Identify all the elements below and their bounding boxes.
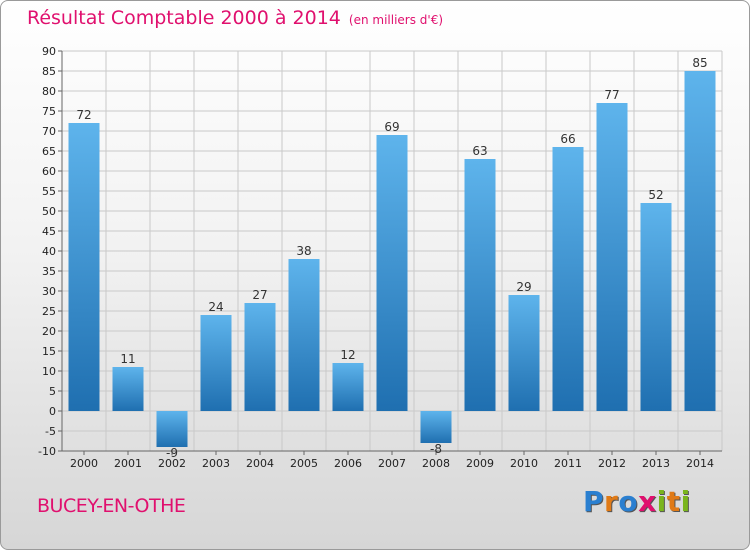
chart-title-text: Résultat Comptable 2000 à 2014	[27, 7, 341, 29]
bar-2000	[68, 123, 100, 411]
bar-2003	[200, 315, 232, 411]
x-tick-label: 2008	[422, 457, 450, 470]
y-tick-label: 5	[49, 385, 56, 398]
value-label: 72	[76, 108, 91, 122]
bar-2014	[684, 71, 716, 411]
x-tick-label: 2002	[158, 457, 186, 470]
x-tick-label: 2004	[246, 457, 274, 470]
value-label: -8	[430, 442, 442, 456]
x-tick-label: 2011	[554, 457, 582, 470]
bar-2004	[244, 303, 276, 411]
value-label: 11	[120, 352, 135, 366]
bar-2007	[376, 135, 408, 411]
bar-2012	[596, 103, 628, 411]
y-tick-label: 10	[42, 365, 56, 378]
bar-2002	[156, 411, 188, 447]
y-tick-label: 55	[42, 185, 56, 198]
y-tick-label: 80	[42, 85, 56, 98]
bar-2013	[640, 203, 672, 411]
bar-2006	[332, 363, 364, 411]
y-tick-label: 65	[42, 145, 56, 158]
y-tick-label: -5	[45, 425, 56, 438]
y-tick-label: 75	[42, 105, 56, 118]
y-tick-label: 35	[42, 265, 56, 278]
bar-2005	[288, 259, 320, 411]
logo-letter: t	[666, 485, 681, 518]
x-tick-label: 2009	[466, 457, 494, 470]
value-label: 27	[252, 288, 267, 302]
x-tick-label: 2000	[70, 457, 98, 470]
x-tick-label: 2014	[686, 457, 714, 470]
logo-letter: r	[604, 485, 619, 518]
data-labels: 72 11 -9 24 27 38 12 69 -8 63 29 66 77 52 85	[76, 56, 707, 460]
proxiti-logo: Proxiti	[583, 485, 691, 518]
location-name: BUCEY-EN-OTHE	[37, 495, 186, 517]
value-label: 24	[208, 300, 223, 314]
value-label: 66	[560, 132, 575, 146]
bar-2009	[464, 159, 496, 411]
value-label: 52	[648, 188, 663, 202]
y-tick-label: 20	[42, 325, 56, 338]
value-label: -9	[166, 446, 178, 460]
y-tick-label: 15	[42, 345, 56, 358]
y-tick-label: 50	[42, 205, 56, 218]
y-tick-label: 70	[42, 125, 56, 138]
y-tick-label: 90	[42, 45, 56, 58]
x-tick-label: 2001	[114, 457, 142, 470]
x-tick-label: 2006	[334, 457, 362, 470]
bar-2011	[552, 147, 584, 411]
value-label: 12	[340, 348, 355, 362]
x-tick-label: 2010	[510, 457, 538, 470]
value-label: 38	[296, 244, 311, 258]
bar-2010	[508, 295, 540, 411]
logo-letter: i	[656, 485, 667, 518]
x-tick-label: 2005	[290, 457, 318, 470]
value-label: 85	[692, 56, 707, 70]
y-tick-label: 0	[49, 405, 56, 418]
value-label: 69	[384, 120, 399, 134]
y-tick-label: 45	[42, 225, 56, 238]
y-tick-label: 30	[42, 285, 56, 298]
y-tick-label: 60	[42, 165, 56, 178]
logo-letter: P	[583, 485, 605, 518]
axes: -10 -5 0 5 10 15 20 25 30 35 40 45 50 55 60 65 70 75 80 85 9…	[38, 45, 722, 470]
bar-2001	[112, 367, 144, 411]
value-label: 29	[516, 280, 531, 294]
x-tick-label: 2003	[202, 457, 230, 470]
value-label: 77	[604, 88, 619, 102]
logo-letter: o	[618, 485, 639, 518]
y-tick-label: 25	[42, 305, 56, 318]
x-tick-label: 2013	[642, 457, 670, 470]
bar-2008	[420, 411, 452, 443]
bars	[68, 71, 716, 447]
logo-letter: x	[638, 485, 657, 518]
chart-title: Résultat Comptable 2000 à 2014 (en millie…	[27, 7, 443, 29]
x-tick-label: 2012	[598, 457, 626, 470]
chart-subtitle: (en milliers d'€)	[348, 13, 444, 27]
logo-letter: i	[680, 485, 691, 518]
y-tick-label: 40	[42, 245, 56, 258]
value-label: 63	[472, 144, 487, 158]
y-tick-label: -10	[38, 445, 56, 458]
y-tick-label: 85	[42, 65, 56, 78]
x-tick-label: 2007	[378, 457, 406, 470]
